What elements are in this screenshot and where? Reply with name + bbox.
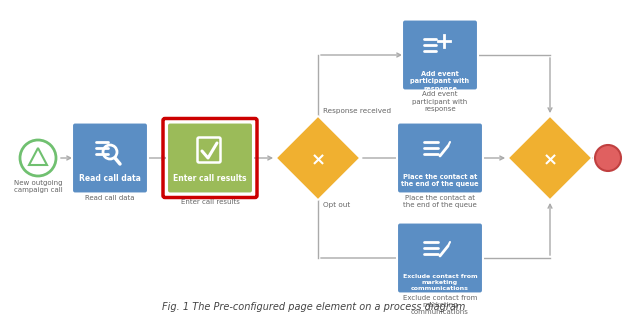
FancyBboxPatch shape [402,20,478,90]
Text: Add event
participant with
response: Add event participant with response [411,71,470,92]
Text: Read call data: Read call data [85,195,135,200]
Text: Fig. 1 The Pre-configured page element on a process diagram: Fig. 1 The Pre-configured page element o… [162,302,465,312]
FancyBboxPatch shape [397,223,483,294]
Text: Read call data: Read call data [79,174,141,183]
Text: Exclude contact from
marketing
communications: Exclude contact from marketing communica… [403,274,477,291]
Circle shape [595,145,621,171]
Text: Enter call results: Enter call results [181,198,240,204]
Text: New outgoing
campaign call: New outgoing campaign call [14,180,62,193]
Text: ×: × [310,151,325,169]
Text: Opt out: Opt out [323,202,350,208]
Circle shape [20,140,56,176]
Polygon shape [508,116,592,200]
Text: Response received: Response received [323,108,391,114]
FancyBboxPatch shape [397,122,483,193]
Polygon shape [276,116,360,200]
Text: Place the contact at
the end of the queue: Place the contact at the end of the queu… [403,195,477,208]
Text: Exclude contact from
marketing
communications: Exclude contact from marketing communica… [403,294,477,315]
Text: Place the contact at
the end of the queue: Place the contact at the end of the queu… [401,174,479,187]
FancyBboxPatch shape [72,122,148,193]
Text: Enter call results: Enter call results [173,174,247,183]
FancyBboxPatch shape [167,122,253,193]
Text: Add event
participant with
response: Add event participant with response [413,92,468,112]
Text: ×: × [542,151,557,169]
